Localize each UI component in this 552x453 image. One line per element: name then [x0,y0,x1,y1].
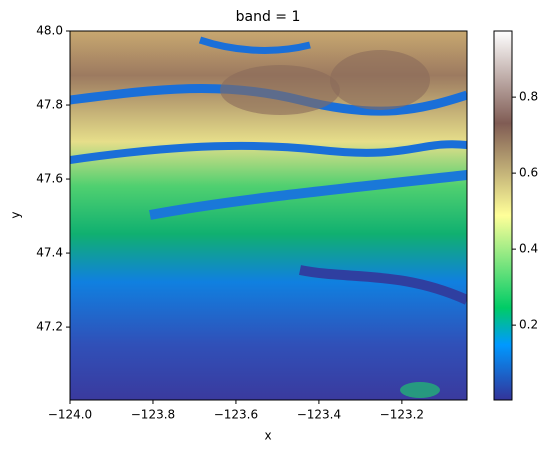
plot-frame [69,30,468,401]
y-tick-label: 47.4 [36,246,63,260]
colorbar-tick-label: 0.6 [519,166,538,180]
colorbar-tick-label: 0.4 [519,242,538,256]
x-tick-label: −123.6 [214,408,258,422]
y-tick-label: 48.0 [36,24,63,38]
y-axis-label: y [9,211,23,218]
colorbar-tick-label: 0.8 [519,90,538,104]
y-tick-label: 47.6 [36,172,63,186]
colorbar-tick-label: 0.2 [519,318,538,332]
x-tick-label: −123.2 [380,408,424,422]
colorbar [493,30,513,401]
x-tick-label: −123.4 [297,408,341,422]
x-axis-label: x [264,429,271,443]
raster-image [70,31,467,400]
chart-title: band = 1 [236,9,301,25]
x-tick-label: −123.8 [131,408,175,422]
x-tick-label: −124.0 [48,408,92,422]
y-tick-label: 47.2 [36,320,63,334]
y-tick-label: 47.8 [36,98,63,112]
